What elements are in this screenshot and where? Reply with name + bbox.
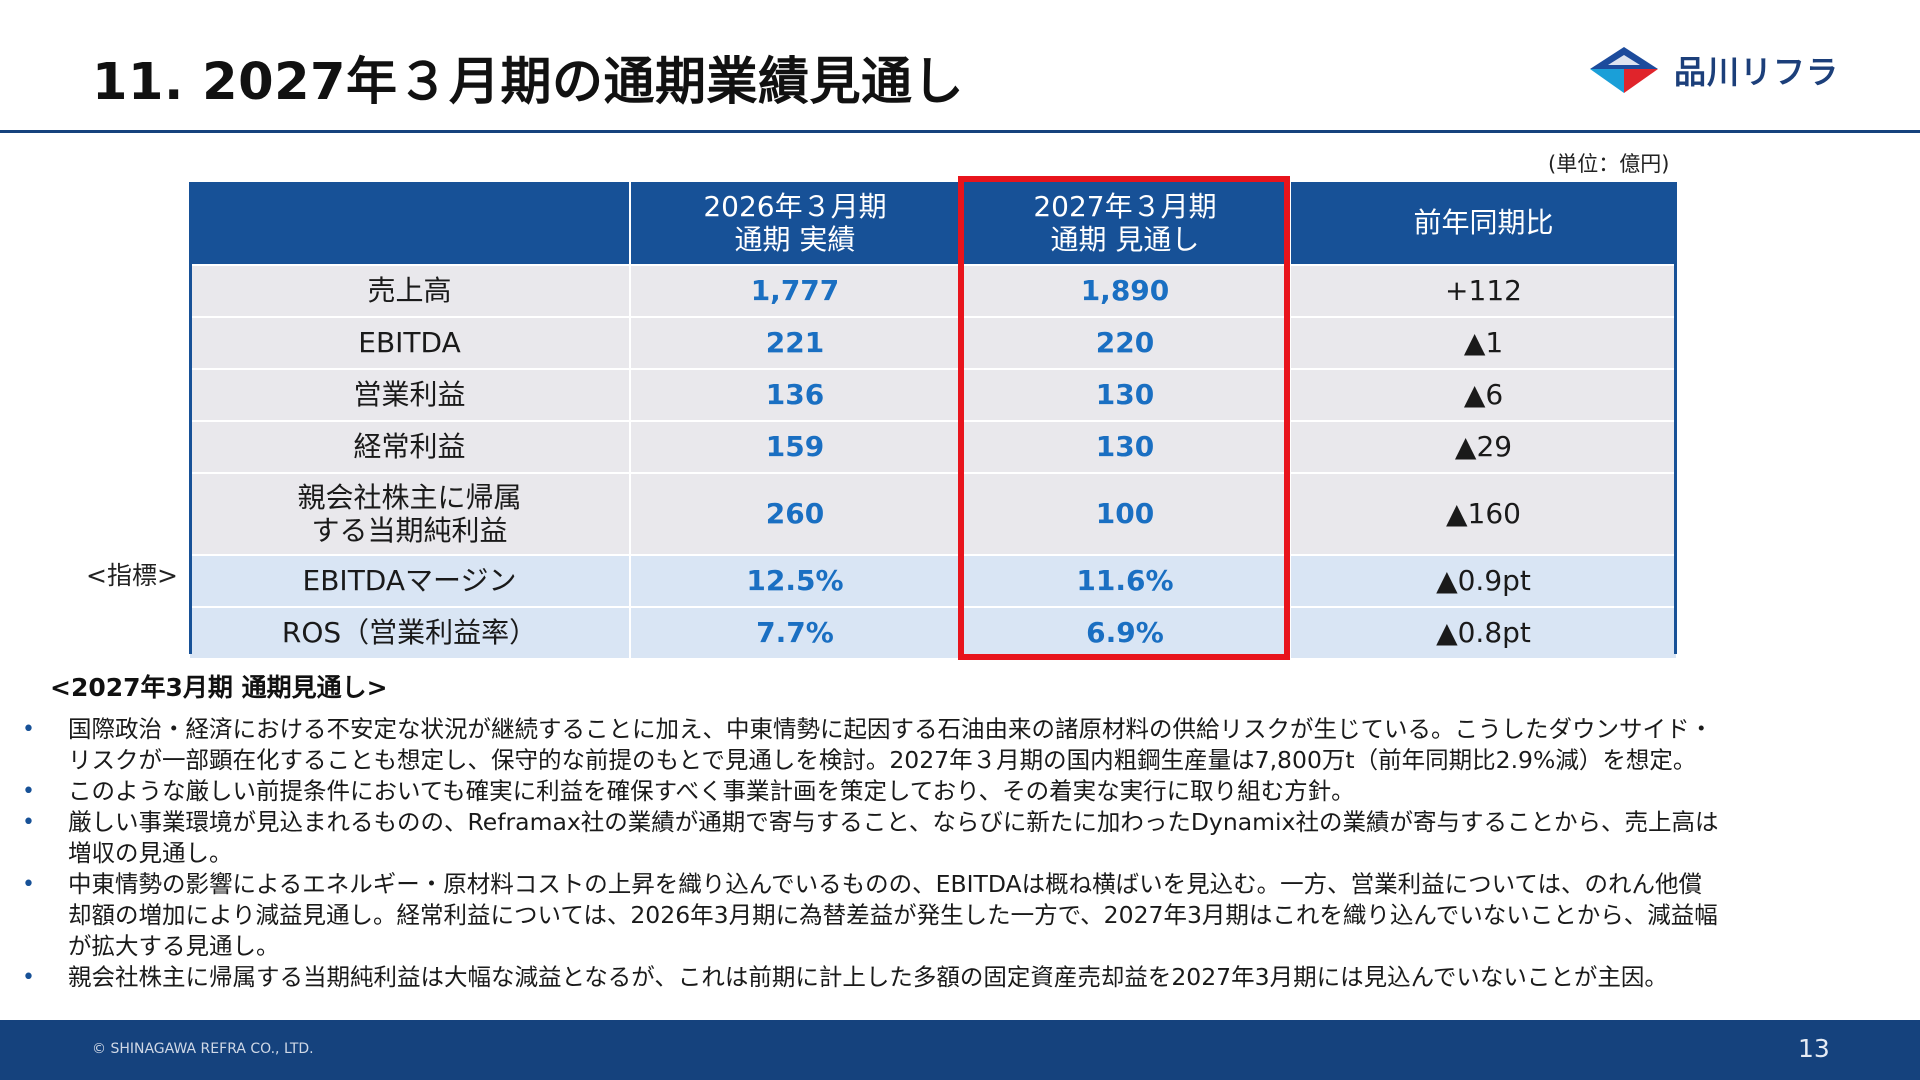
bullet-marker: • xyxy=(22,810,35,835)
bullet-line: リスクが一部顕在化することも想定し、保守的な前提のもとで見通しを検討。2027年… xyxy=(68,746,1697,774)
header-fy2026: 2026年３月期 通期 実績 xyxy=(629,182,960,265)
value-yoy: +112 xyxy=(1289,264,1676,317)
list-item: • 厳しい事業環境が見込まれるものの、Reframax社の業績が通期で寄与するこ… xyxy=(22,807,1902,869)
row-label-line2: する当期純利益 xyxy=(311,513,508,547)
value-fy2026: 260 xyxy=(629,472,960,555)
table-row: 親会社株主に帰属 する当期純利益 260 100 ▲160 xyxy=(190,472,1676,555)
bullet-line: 親会社株主に帰属する当期純利益は大幅な減益となるが、これは前期に計上した多額の固… xyxy=(68,963,1668,991)
value-yoy: ▲160 xyxy=(1289,472,1676,555)
value-fy2027: 220 xyxy=(959,316,1290,369)
value-fy2027: 11.6% xyxy=(959,554,1290,607)
list-item: • 親会社株主に帰属する当期純利益は大幅な減益となるが、これは前期に計上した多額… xyxy=(22,962,1902,993)
table-row-kpi: EBITDAマージン 12.5% 11.6% ▲0.9pt xyxy=(190,554,1676,607)
header-item xyxy=(190,182,630,265)
title-divider xyxy=(0,130,1920,133)
logo-mark-icon xyxy=(1590,47,1658,93)
value-yoy: ▲29 xyxy=(1289,420,1676,473)
bullet-line: が拡大する見通し。 xyxy=(68,932,280,960)
value-fy2027: 130 xyxy=(959,420,1290,473)
table-row: EBITDA 221 220 ▲1 xyxy=(190,316,1676,369)
bullet-marker: • xyxy=(22,717,35,742)
list-item: • 中東情勢の影響によるエネルギー・原材料コストの上昇を織り込んでいるものの、E… xyxy=(22,869,1902,962)
bullet-line: 却額の増加により減益見通し。経常利益については、2026年3月期に為替差益が発生… xyxy=(68,901,1718,929)
value-fy2027: 6.9% xyxy=(959,606,1290,658)
value-fy2026: 7.7% xyxy=(629,606,960,658)
forecast-table: 2026年３月期 通期 実績 2027年３月期 通期 見通し 前年同期比 売上高 1… xyxy=(190,182,1676,658)
header-fy2027-line2: 通期 見通し xyxy=(1050,222,1200,256)
list-item: • このような厳しい前提条件においても確実に利益を確保すべく事業計画を策定してお… xyxy=(22,776,1902,807)
header-fy2026-line2: 通期 実績 xyxy=(734,222,856,256)
value-fy2026: 12.5% xyxy=(629,554,960,607)
copyright-text: © SHINAGAWA REFRA CO., LTD. xyxy=(92,1041,314,1057)
bullet-marker: • xyxy=(22,872,35,897)
value-fy2027: 130 xyxy=(959,368,1290,421)
header-fy2026-line1: 2026年３月期 xyxy=(703,189,887,223)
table-frame-right xyxy=(1674,182,1677,654)
bullet-line: 厳しい事業環境が見込まれるものの、Reframax社の業績が通期で寄与すること、… xyxy=(68,808,1719,836)
row-label: ROS（営業利益率） xyxy=(190,606,630,658)
table-row: 営業利益 136 130 ▲6 xyxy=(190,368,1676,421)
table-row: 経常利益 159 130 ▲29 xyxy=(190,420,1676,473)
bullet-line: このような厳しい前提条件においても確実に利益を確保すべく事業計画を策定しており、… xyxy=(68,777,1355,805)
value-fy2027: 100 xyxy=(959,472,1290,555)
page-title: 11. 2027年３月期の通期業績見通し xyxy=(92,53,965,112)
row-label: 営業利益 xyxy=(190,368,630,421)
header-yoy: 前年同期比 xyxy=(1289,182,1676,265)
row-label: EBITDA xyxy=(190,316,630,369)
logo-text: 品川リフラ xyxy=(1674,53,1840,91)
company-logo: 品川リフラ xyxy=(1588,40,1839,100)
commentary-list: • 国際政治・経済における不安定な状況が継続することに加え、中東情勢に起因する石… xyxy=(22,714,1902,993)
unit-note: (単位：億円) xyxy=(1548,152,1670,176)
table-row: 売上高 1,777 1,890 +112 xyxy=(190,264,1676,317)
value-yoy: ▲6 xyxy=(1289,368,1676,421)
header-fy2027-line1: 2027年３月期 xyxy=(1033,189,1217,223)
bullet-line: 国際政治・経済における不安定な状況が継続することに加え、中東情勢に起因する石油由… xyxy=(68,715,1713,743)
table-header-row: 2026年３月期 通期 実績 2027年３月期 通期 見通し 前年同期比 xyxy=(190,182,1676,265)
value-yoy: ▲0.9pt xyxy=(1289,554,1676,607)
value-fy2026: 159 xyxy=(629,420,960,473)
value-fy2026: 136 xyxy=(629,368,960,421)
bullet-marker: • xyxy=(22,779,35,804)
value-fy2026: 1,777 xyxy=(629,264,960,317)
table-row-kpi: ROS（営業利益率） 7.7% 6.9% ▲0.8pt xyxy=(190,606,1676,658)
page-number: 13 xyxy=(1798,1034,1830,1063)
footer-bar xyxy=(0,1020,1920,1080)
table-frame-left xyxy=(189,182,192,654)
bullet-marker: • xyxy=(22,965,35,990)
value-fy2026: 221 xyxy=(629,316,960,369)
list-item: • 国際政治・経済における不安定な状況が継続することに加え、中東情勢に起因する石… xyxy=(22,714,1902,776)
value-yoy: ▲1 xyxy=(1289,316,1676,369)
indicator-label: <指標> xyxy=(86,561,178,590)
bullet-line: 中東情勢の影響によるエネルギー・原材料コストの上昇を織り込んでいるものの、EBI… xyxy=(68,870,1702,898)
section-heading: <2027年3月期 通期見通し> xyxy=(50,673,388,702)
row-label: EBITDAマージン xyxy=(190,554,630,607)
fy2027-highlight-box xyxy=(958,176,1290,660)
bullet-line: 増収の見通し。 xyxy=(68,839,233,867)
value-fy2027: 1,890 xyxy=(959,264,1290,317)
row-label-line1: 親会社株主に帰属 xyxy=(297,480,522,514)
row-label: 親会社株主に帰属 する当期純利益 xyxy=(190,472,630,555)
row-label: 売上高 xyxy=(190,264,630,317)
row-label: 経常利益 xyxy=(190,420,630,473)
value-yoy: ▲0.8pt xyxy=(1289,606,1676,658)
